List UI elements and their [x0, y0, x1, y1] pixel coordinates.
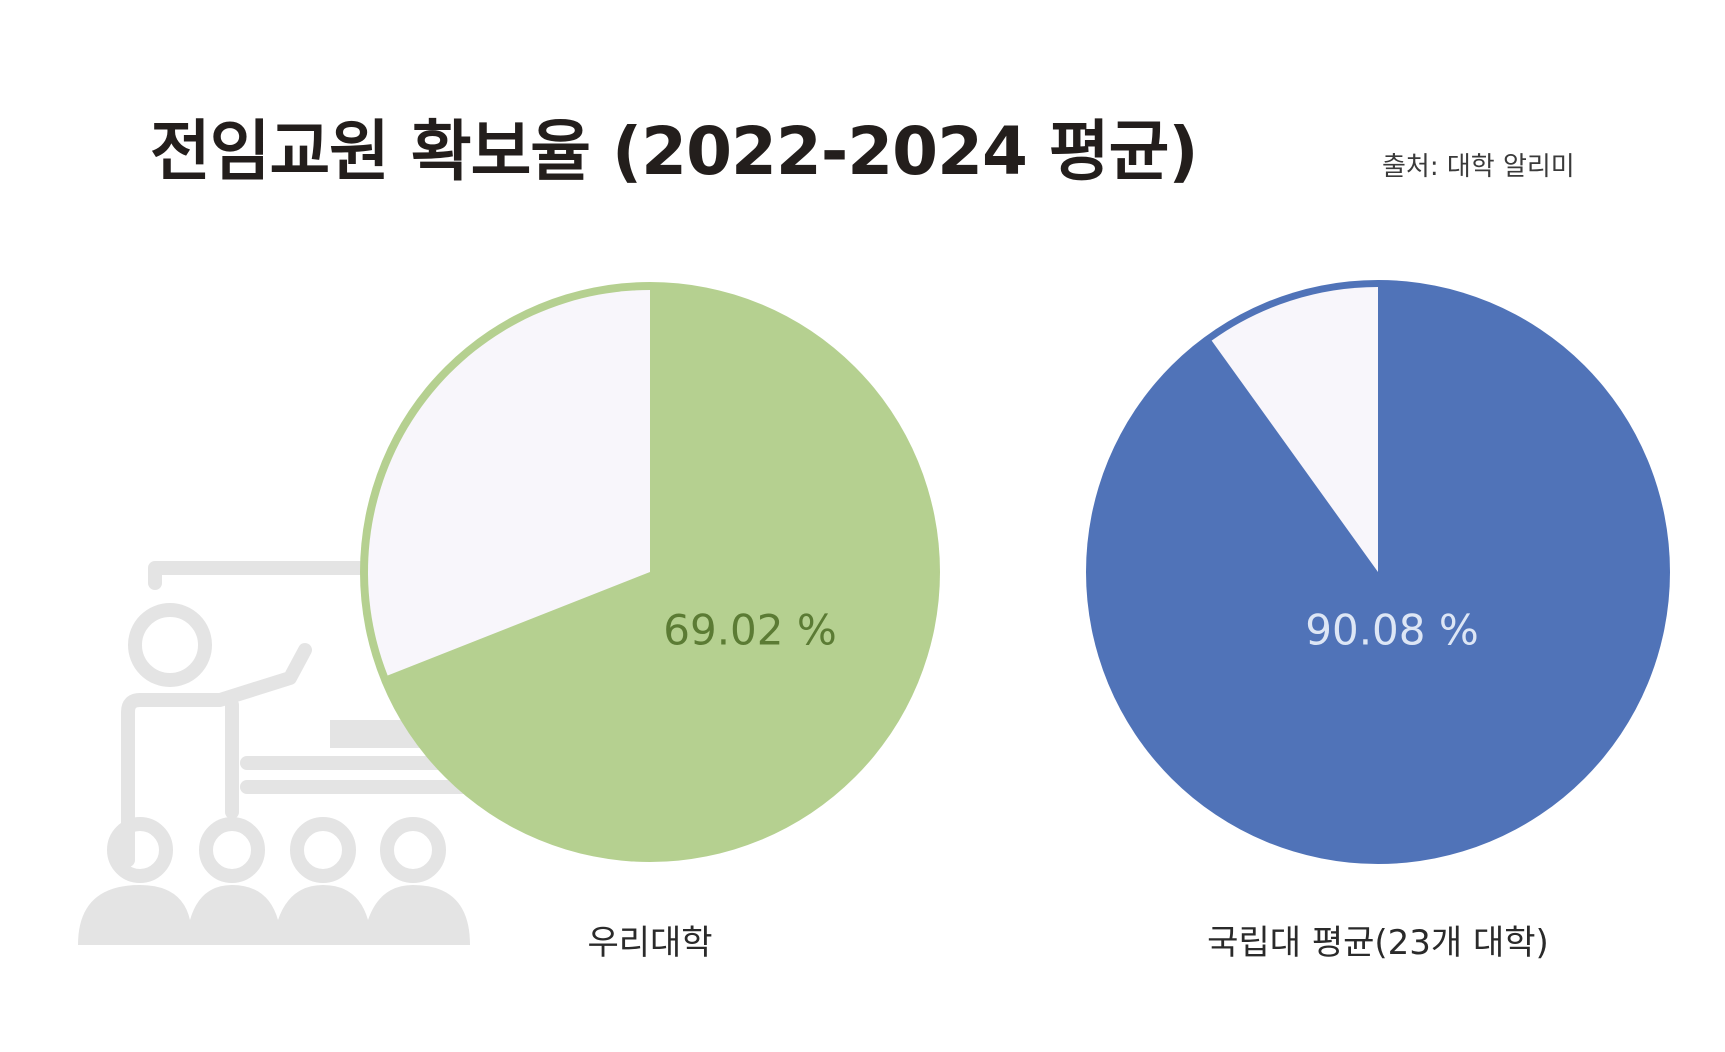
pie-slice-remainder-national	[1211, 287, 1378, 572]
pie-caption-national: 국립대 평균(23개 대학)	[1207, 923, 1549, 963]
pie-caption-ours: 우리대학	[587, 923, 713, 963]
pie-value-label-national: 90.08 %	[1305, 605, 1479, 655]
pie-slice-remainder-ours	[368, 290, 650, 676]
source-note: 출처: 대학 알리미	[1382, 152, 1575, 182]
pie-value-label-ours: 69.02 %	[663, 605, 837, 655]
chart-title: 전임교원 확보율 (2022-2024 평균)	[150, 113, 1199, 190]
